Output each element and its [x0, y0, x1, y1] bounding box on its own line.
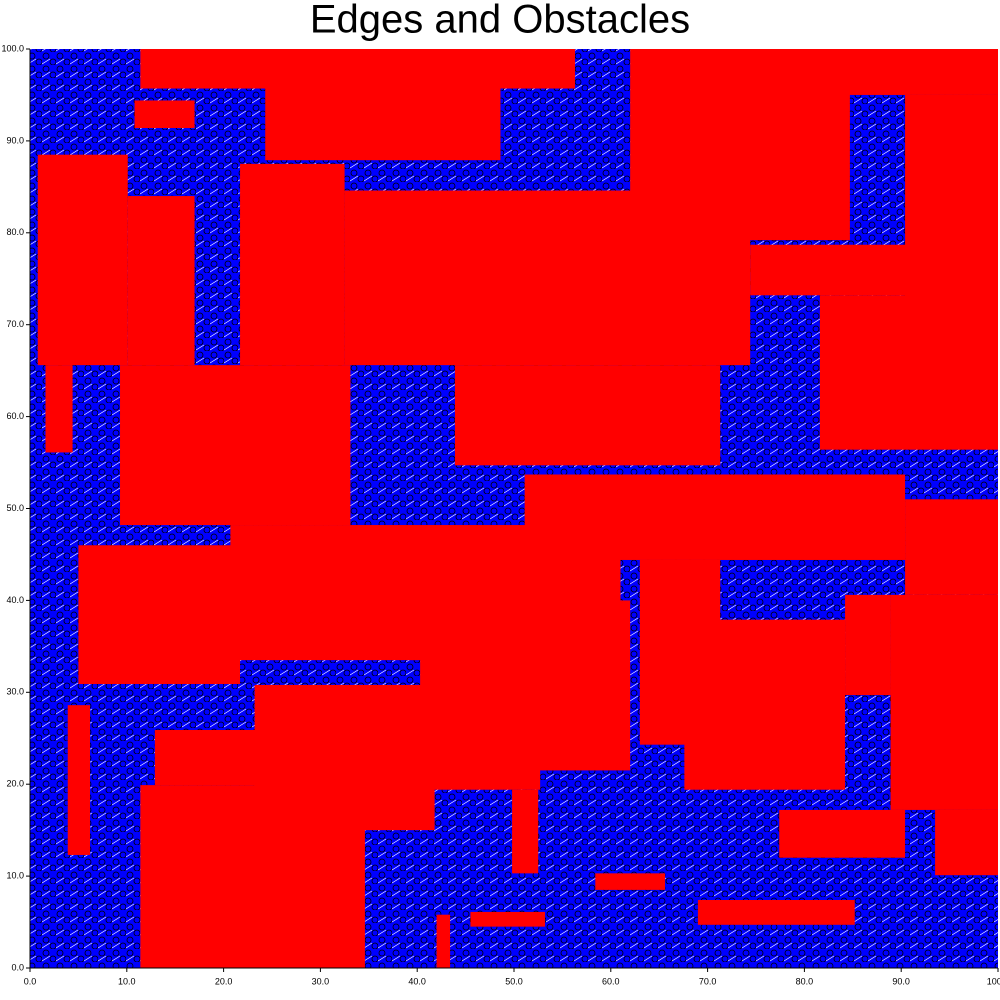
- obstacle: [819, 295, 998, 450]
- obstacle: [512, 789, 539, 874]
- obstacle: [750, 244, 998, 296]
- obstacle: [935, 809, 998, 876]
- y-tick-label: 100.0: [1, 43, 24, 53]
- y-tick-label: 90.0: [6, 135, 24, 145]
- obstacle: [697, 899, 855, 925]
- y-tick-label: 20.0: [6, 779, 24, 789]
- x-tick-label: 90.0: [892, 976, 910, 986]
- obstacle: [595, 873, 666, 890]
- obstacle: [134, 100, 195, 129]
- y-tick-label: 0.0: [11, 962, 24, 972]
- obstacle: [779, 809, 906, 858]
- obstacle: [845, 594, 891, 696]
- obstacle: [905, 499, 998, 595]
- obstacle: [684, 619, 846, 790]
- obstacle: [67, 705, 91, 855]
- obstacle: [436, 914, 451, 968]
- obstacle: [380, 729, 541, 790]
- y-tick-label: 40.0: [6, 595, 24, 605]
- obstacle: [78, 545, 241, 685]
- x-tick-label: 10.0: [118, 976, 136, 986]
- x-tick-label: 30.0: [312, 976, 330, 986]
- x-tick-label: 100.0: [987, 976, 1000, 986]
- obstacle: [240, 163, 345, 366]
- y-tick-label: 60.0: [6, 411, 24, 421]
- y-tick-label: 80.0: [6, 227, 24, 237]
- plot-area: 0.0 10.0 20.0 30.0 40.0 50.0 60.0 70.0 80.0 90.0 1…: [1, 43, 1000, 986]
- x-tick-label: 80.0: [796, 976, 814, 986]
- obstacle: [454, 365, 721, 466]
- y-tick-label: 10.0: [6, 870, 24, 880]
- obstacle: [810, 49, 998, 95]
- x-tick-label: 50.0: [505, 976, 523, 986]
- obstacle: [890, 594, 998, 810]
- obstacle: [37, 154, 128, 366]
- y-tick-label: 30.0: [6, 687, 24, 697]
- x-tick-label: 60.0: [602, 976, 620, 986]
- x-tick-label: 20.0: [215, 976, 233, 986]
- obstacle: [265, 85, 501, 161]
- y-tick-label: 50.0: [6, 503, 24, 513]
- obstacle: [140, 49, 575, 89]
- chart-title: Edges and Obstacles: [310, 0, 690, 42]
- x-tick-label: 0.0: [24, 976, 37, 986]
- y-tick-label: 70.0: [6, 319, 24, 329]
- obstacle: [120, 365, 351, 526]
- obstacle: [470, 911, 545, 927]
- x-tick-label: 70.0: [699, 976, 717, 986]
- obstacle: [127, 196, 195, 366]
- obstacle: [45, 365, 73, 453]
- x-tick-label: 40.0: [408, 976, 426, 986]
